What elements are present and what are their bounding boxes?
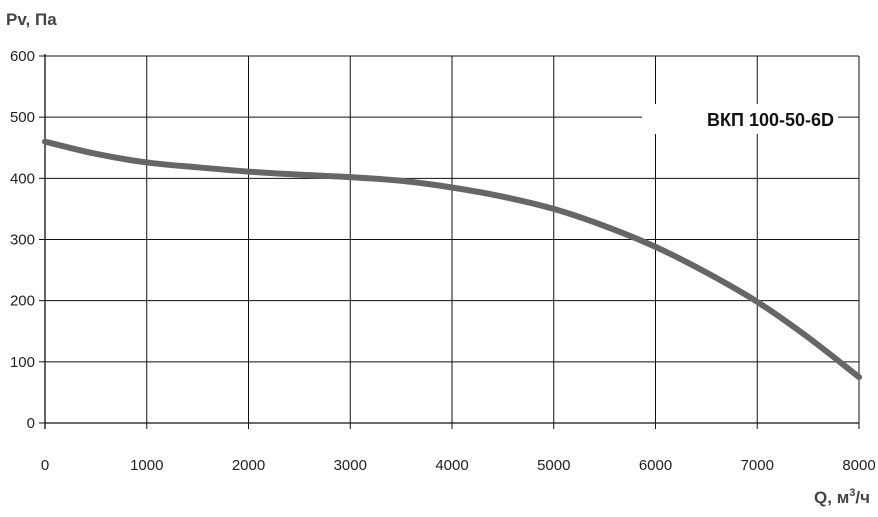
x-tick-label: 0	[41, 457, 49, 474]
x-tick-label: 5000	[537, 457, 570, 474]
y-tick-label: 500	[10, 109, 35, 126]
y-tick-label: 300	[10, 232, 35, 249]
chart-axes	[39, 54, 860, 429]
x-tick-label: 2000	[232, 457, 265, 474]
x-tick-label: 6000	[639, 457, 672, 474]
y-tick-label: 0	[27, 415, 35, 432]
x-axis-title-main: Q, м	[814, 488, 849, 507]
y-axis-title: Pv, Па	[6, 10, 57, 29]
series-line	[42, 138, 862, 381]
y-tick-labels: 0 100 200 300 400 500 600	[10, 48, 35, 432]
chart-series	[42, 138, 862, 381]
x-tick-label: 1000	[130, 457, 163, 474]
series-label-background	[642, 104, 838, 134]
series-label: ВКП 100-50-6D	[707, 110, 834, 130]
x-axis-title-superscript: 3	[849, 487, 855, 499]
x-tick-label: 4000	[435, 457, 468, 474]
y-tick-label: 200	[10, 293, 35, 310]
x-axis-title-tail: /ч	[855, 488, 870, 507]
y-tick-label: 400	[10, 170, 35, 187]
y-tick-label: 600	[10, 48, 35, 65]
x-tick-label: 3000	[334, 457, 367, 474]
x-tick-label: 8000	[842, 457, 875, 474]
x-axis-title: Q, м3/ч	[814, 487, 870, 507]
x-tick-label: 7000	[741, 457, 774, 474]
x-tick-labels: 0 1000 2000 3000 4000 5000 6000 7000 8000	[41, 457, 876, 474]
y-tick-label: 100	[10, 354, 35, 371]
